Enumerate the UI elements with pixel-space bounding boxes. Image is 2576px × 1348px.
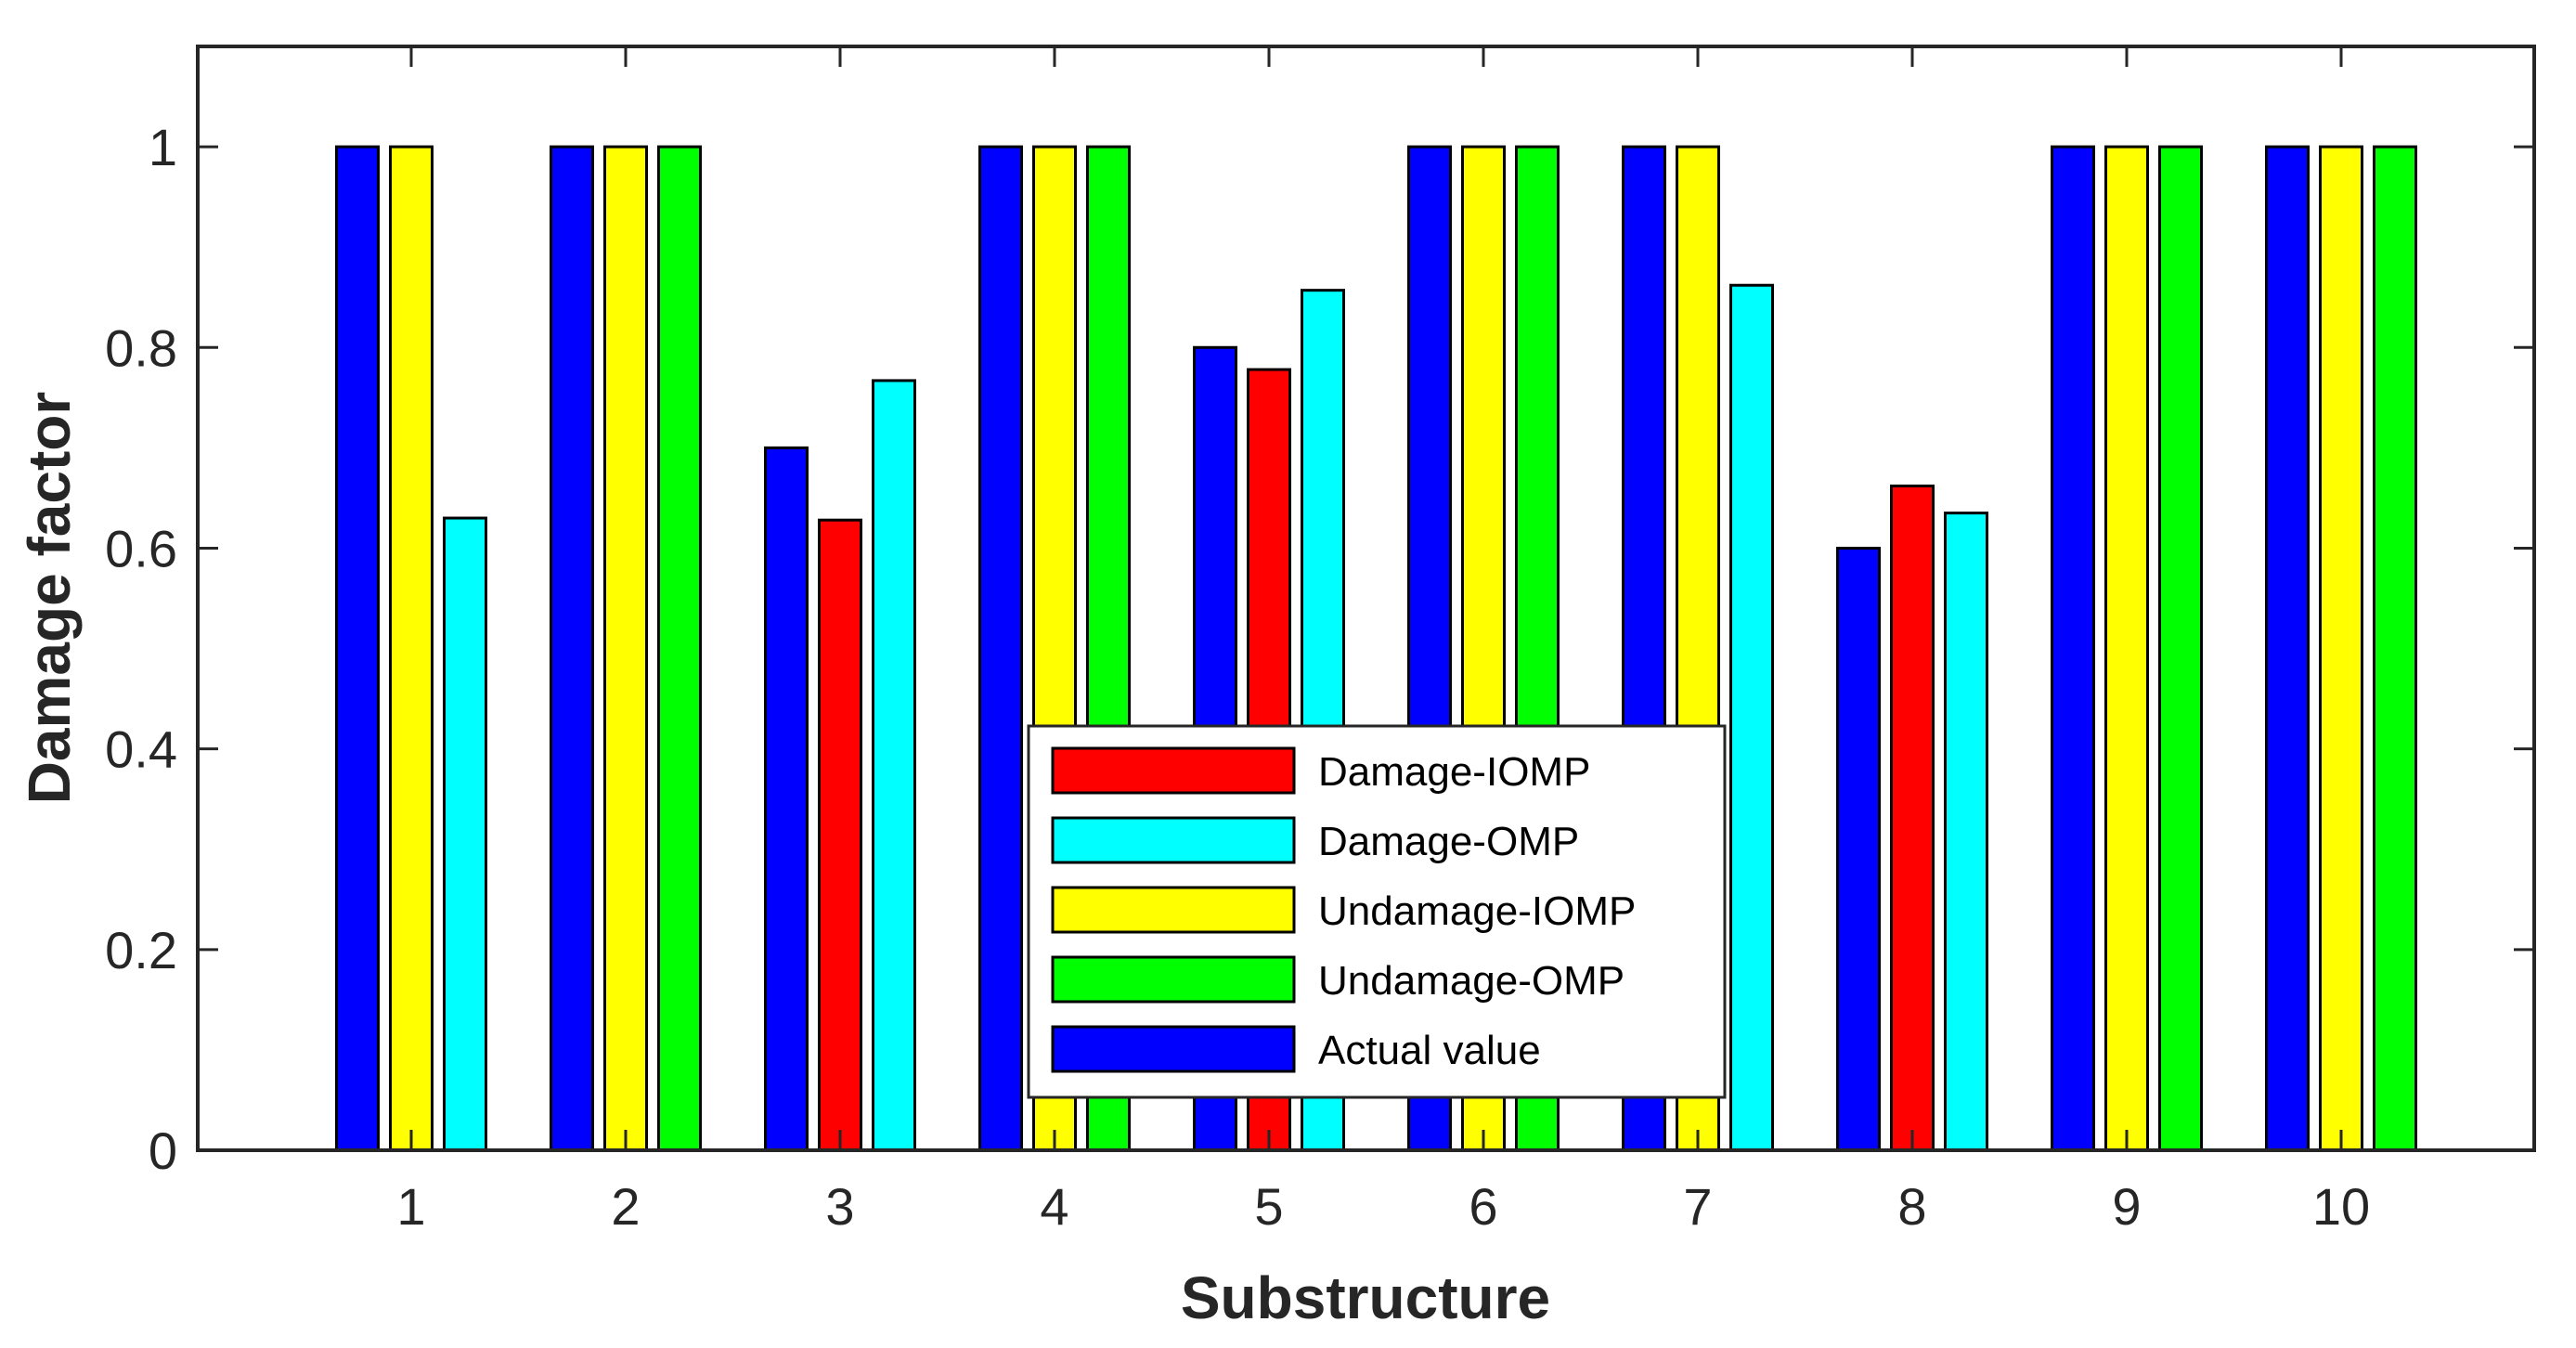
bar-actual-value-4 bbox=[978, 145, 1023, 1152]
x-tick-label: 4 bbox=[1040, 1177, 1068, 1236]
legend-swatch-undamage-iomp bbox=[1051, 886, 1296, 934]
bar-undamage-iomp-10 bbox=[2319, 145, 2363, 1152]
bar-undamage-omp-9 bbox=[2158, 145, 2203, 1152]
x-tick-label: 6 bbox=[1469, 1177, 1497, 1236]
bar-undamage-iomp-2 bbox=[603, 145, 648, 1152]
legend-label-undamage-omp: Undamage-OMP bbox=[1318, 958, 1625, 1004]
y-tick-label: 1 bbox=[149, 118, 177, 176]
x-tick-label: 2 bbox=[611, 1177, 640, 1236]
legend-label-undamage-iomp: Undamage-IOMP bbox=[1318, 888, 1636, 934]
bar-undamage-omp-2 bbox=[657, 145, 702, 1152]
y-tick-label: 0.8 bbox=[105, 318, 177, 377]
legend-label-damage-omp: Damage-OMP bbox=[1318, 819, 1579, 864]
x-tick-label: 10 bbox=[2312, 1177, 2370, 1236]
bar-damage-iomp-8 bbox=[1890, 484, 1935, 1152]
bar-actual-value-1 bbox=[335, 145, 380, 1152]
bar-damage-omp-8 bbox=[1944, 512, 1988, 1152]
bar-undamage-iomp-9 bbox=[2104, 145, 2149, 1152]
y-tick-label: 0.2 bbox=[105, 921, 177, 979]
x-tick-label: 3 bbox=[825, 1177, 854, 1236]
legend: Damage-IOMP Damage-OMP Undamage-IOMP Undama… bbox=[1027, 724, 1727, 1099]
bar-actual-value-9 bbox=[2051, 145, 2095, 1152]
x-tick-label: 7 bbox=[1683, 1177, 1712, 1236]
legend-swatch-damage-omp bbox=[1051, 816, 1296, 864]
legend-swatch-damage-iomp bbox=[1051, 746, 1296, 795]
bar-actual-value-8 bbox=[1836, 546, 1881, 1152]
legend-label-damage-iomp: Damage-IOMP bbox=[1318, 749, 1590, 795]
y-axis-title: Damage factor bbox=[16, 392, 83, 805]
x-tick-label: 5 bbox=[1254, 1177, 1283, 1236]
bar-undamage-iomp-1 bbox=[389, 145, 434, 1152]
y-tick-label: 0.6 bbox=[105, 519, 177, 577]
bar-undamage-omp-10 bbox=[2373, 145, 2417, 1152]
legend-swatch-actual-value bbox=[1051, 1025, 1296, 1073]
y-tick-label: 0.4 bbox=[105, 720, 177, 779]
x-axis-title: Substructure bbox=[1181, 1264, 1550, 1331]
bar-actual-value-2 bbox=[550, 145, 594, 1152]
y-tick-label: 0 bbox=[149, 1121, 177, 1180]
legend-label-actual-value: Actual value bbox=[1318, 1028, 1541, 1073]
bar-damage-omp-1 bbox=[443, 516, 487, 1152]
x-tick-label: 1 bbox=[396, 1177, 425, 1236]
plot-area-frame bbox=[196, 45, 2536, 1152]
bar-actual-value-3 bbox=[764, 446, 809, 1152]
bar-damage-iomp-3 bbox=[818, 518, 862, 1152]
bar-actual-value-10 bbox=[2265, 145, 2310, 1152]
bar-damage-omp-7 bbox=[1729, 283, 1774, 1152]
axis-ticks-layer: 1 2 3 4 5 6 7 8 9 10 0 0.2 0.4 0.6 0.8 1 bbox=[105, 46, 2534, 1236]
legend-swatch-undamage-omp bbox=[1051, 955, 1296, 1004]
bar-damage-omp-3 bbox=[872, 379, 916, 1152]
x-tick-label: 9 bbox=[2112, 1177, 2141, 1236]
x-tick-label: 8 bbox=[1897, 1177, 1926, 1236]
